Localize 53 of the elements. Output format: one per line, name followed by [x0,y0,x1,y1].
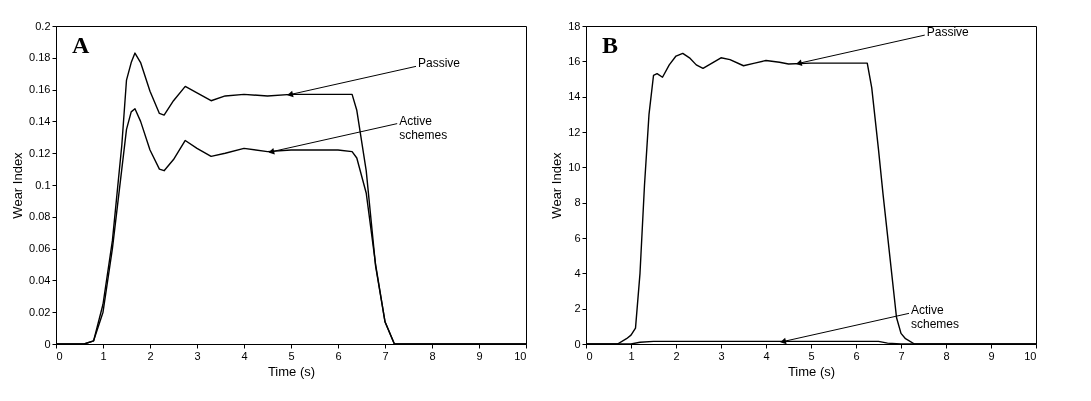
x-tick-label: 8 [943,349,950,362]
x-tick-label: 1 [628,349,635,362]
y-tick-label: 8 [574,196,581,209]
y-tick-label: 0.06 [29,242,51,255]
y-tick-label: 0.2 [35,19,51,32]
y-tick-label: 4 [574,266,581,279]
x-tick-label: 5 [808,349,815,362]
y-tick-label: 0.18 [29,51,51,64]
y-tick-label: 12 [568,125,581,138]
x-tick-label: 10 [514,349,527,362]
x-tick-label: 7 [382,349,389,362]
annotation: Passive [926,25,970,40]
annotation: Passive [418,56,461,71]
x-tick-label: 9 [476,349,483,362]
x-tick-label: 6 [335,349,342,362]
x-tick-label: 10 [1024,349,1037,362]
x-tick-label: 2 [673,349,680,362]
chart-title: B [602,32,619,58]
annotation: Active schemes [911,303,960,332]
chart-title: A [72,32,90,58]
x-tick-label: 5 [288,349,295,362]
y-tick-label: 0 [574,337,581,350]
x-tick-label: 8 [429,349,436,362]
y-tick-label: 0.02 [29,305,51,318]
y-tick-label: 14 [568,90,581,103]
x-tick-label: 1 [100,349,107,362]
y-tick-label: 0.08 [29,210,51,223]
y-tick-label: 0.04 [29,273,51,286]
y-tick-label: 6 [574,231,581,244]
y-tick-label: 0.14 [29,114,51,127]
y-axis-title: Wear Index [10,151,26,219]
x-tick-label: 0 [56,349,63,362]
x-axis-title: Time (s) [267,363,316,379]
x-tick-label: 4 [241,349,248,362]
x-tick-label: 4 [763,349,770,362]
x-tick-label: 6 [853,349,860,362]
y-tick-label: 16 [568,54,581,67]
y-tick-label: 0.12 [29,146,51,159]
x-tick-label: 7 [898,349,905,362]
y-axis-title: Wear Index [549,151,565,219]
y-tick-label: 18 [568,19,581,32]
y-tick-label: 0.16 [29,83,51,96]
y-tick-label: 0.1 [35,178,51,191]
x-tick-label: 3 [718,349,725,362]
x-tick-label: 2 [147,349,154,362]
y-tick-label: 10 [568,160,581,173]
x-tick-label: 3 [194,349,201,362]
x-tick-label: 0 [586,349,593,362]
y-tick-label: 2 [574,302,581,315]
annotation: Active schemes [399,113,448,142]
y-tick-label: 0 [44,337,51,350]
x-tick-label: 9 [988,349,995,362]
x-axis-title: Time (s) [787,363,836,379]
